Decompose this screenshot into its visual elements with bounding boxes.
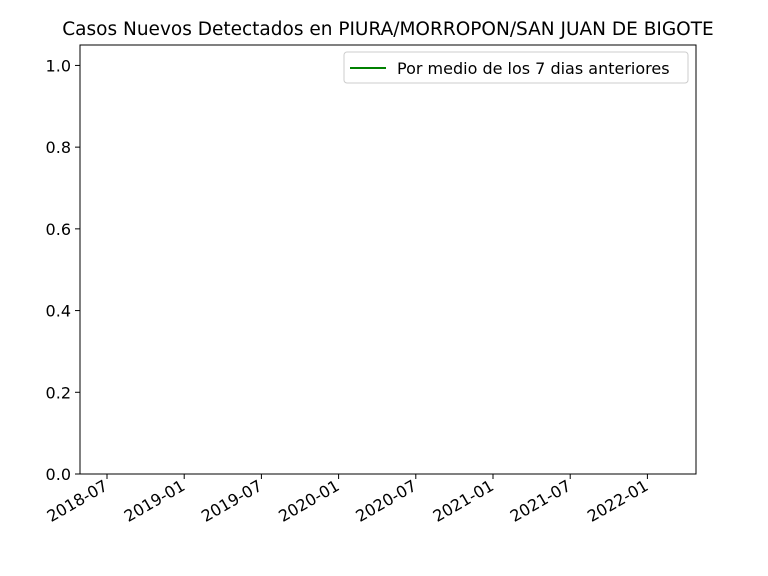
x-tick-label: 2020-07 (352, 476, 419, 526)
y-tick-label: 0.2 (46, 383, 71, 402)
plot-area (79, 44, 697, 475)
y-tick-label: 0.8 (46, 138, 71, 157)
x-tick-label: 2022-01 (584, 476, 651, 526)
y-tick-label: 0.0 (46, 465, 71, 484)
x-tick-label: 2019-07 (198, 476, 265, 526)
legend: Por medio de los 7 dias anteriores (343, 51, 689, 84)
chart-title: Casos Nuevos Detectados en PIURA/MORROPO… (62, 19, 713, 40)
x-tick-label: 2021-07 (507, 476, 574, 526)
x-tick-label: 2020-01 (275, 476, 342, 526)
x-tick-label: 2019-01 (121, 476, 188, 526)
x-tick-label: 2021-01 (430, 476, 497, 526)
x-axis: 2018-07 2019-01 2019-07 2020-01 2020-07 2021-… (44, 474, 651, 526)
y-axis: 0.0 0.2 0.4 0.6 0.8 1.0 (46, 56, 80, 484)
legend-label: Por medio de los 7 dias anteriores (397, 59, 670, 78)
y-tick-label: 0.6 (46, 220, 71, 239)
legend-box (343, 51, 689, 84)
y-tick-label: 1.0 (46, 56, 71, 75)
y-tick-label: 0.4 (46, 302, 71, 321)
